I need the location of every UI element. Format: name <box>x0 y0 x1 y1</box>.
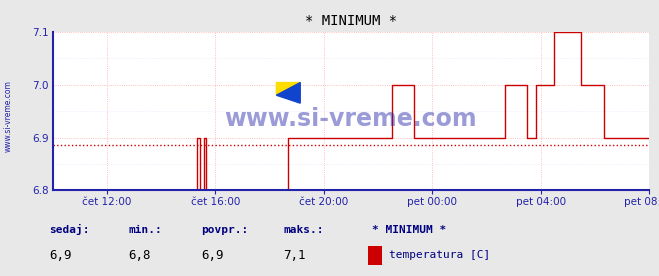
Text: www.si-vreme.com: www.si-vreme.com <box>225 107 477 131</box>
Text: 6,9: 6,9 <box>49 250 72 262</box>
Text: min.:: min.: <box>129 225 162 235</box>
Text: * MINIMUM *: * MINIMUM * <box>372 225 447 235</box>
Polygon shape <box>276 83 301 103</box>
Text: 6,8: 6,8 <box>129 250 151 262</box>
Text: 6,9: 6,9 <box>201 250 223 262</box>
Polygon shape <box>276 83 301 95</box>
Text: povpr.:: povpr.: <box>201 225 248 235</box>
Text: temperatura [C]: temperatura [C] <box>389 250 490 260</box>
Text: 7,1: 7,1 <box>283 250 306 262</box>
Title: * MINIMUM *: * MINIMUM * <box>305 14 397 28</box>
Text: sedaj:: sedaj: <box>49 224 90 235</box>
Text: maks.:: maks.: <box>283 225 324 235</box>
Text: www.si-vreme.com: www.si-vreme.com <box>3 80 13 152</box>
